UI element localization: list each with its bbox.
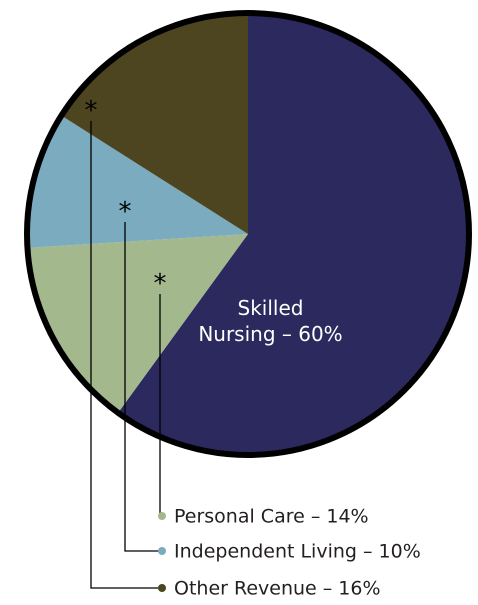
legend-swatch xyxy=(158,584,166,592)
legend-swatch xyxy=(158,512,166,520)
pie-slice xyxy=(61,13,248,234)
legend-text: Other Revenue – 16% xyxy=(174,578,381,600)
legend-swatch xyxy=(158,547,166,555)
legend-text: Personal Care – 14% xyxy=(174,506,369,528)
asterisk: * xyxy=(85,96,98,126)
pie-slice xyxy=(118,13,469,455)
legend-text: Independent Living – 10% xyxy=(174,541,421,563)
slice-label: Skilled Nursing – 60% xyxy=(198,296,343,346)
asterisk: * xyxy=(154,269,167,299)
pie-slice xyxy=(27,234,248,413)
leader-line xyxy=(124,222,162,552)
pie-border xyxy=(24,10,472,458)
leader-line xyxy=(90,121,162,589)
asterisk: * xyxy=(119,197,132,227)
pie-slice xyxy=(27,115,249,248)
